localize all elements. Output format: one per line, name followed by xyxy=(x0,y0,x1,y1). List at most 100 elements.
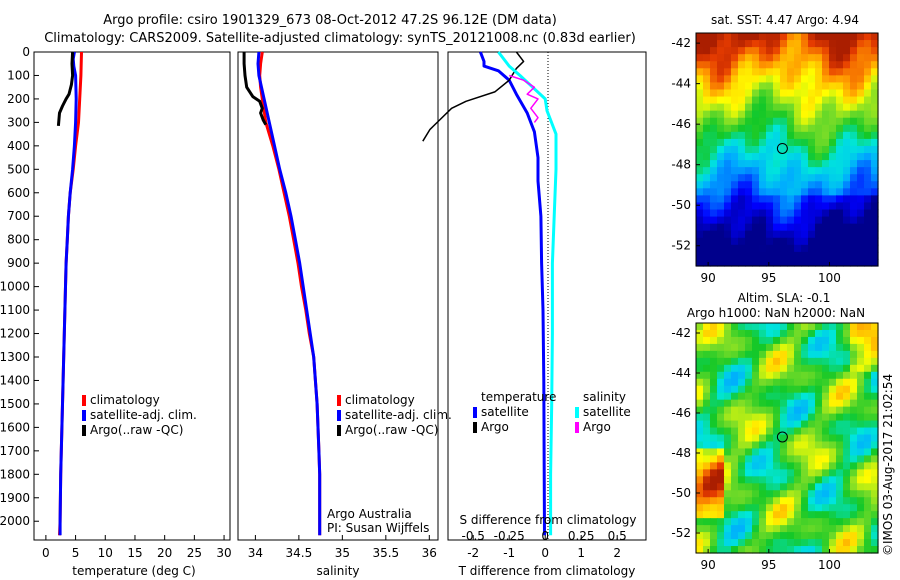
sla-cell xyxy=(745,490,753,498)
sst-cell xyxy=(850,61,858,69)
sla-cell xyxy=(836,385,844,394)
sst-cell xyxy=(787,124,795,133)
sst-cell xyxy=(759,82,767,91)
sla-cell xyxy=(717,371,725,380)
sst-cell xyxy=(801,103,809,112)
sla-cell xyxy=(717,364,725,373)
legend-label: satellite xyxy=(481,405,529,419)
sla-cell xyxy=(759,371,767,380)
sst-cell xyxy=(773,258,781,267)
sst-cell xyxy=(822,202,830,211)
sla-cell xyxy=(752,490,760,498)
sst-cell xyxy=(731,167,739,175)
sst-cell xyxy=(703,202,711,211)
sst-cell xyxy=(752,230,760,239)
sst-cell xyxy=(780,230,788,239)
sla-cell xyxy=(759,434,767,443)
sla-cell xyxy=(864,357,872,366)
sst-cell xyxy=(717,47,725,55)
sla-cell xyxy=(794,511,802,519)
sst-cell xyxy=(731,202,739,211)
sst-cell xyxy=(780,251,788,260)
sla-cell xyxy=(794,323,802,331)
sst-cell xyxy=(843,258,851,267)
sla-cell xyxy=(759,483,767,491)
sla-cell xyxy=(787,336,795,345)
sla-cell xyxy=(829,448,837,457)
sla-cell xyxy=(773,385,781,394)
sst-cell xyxy=(717,82,725,91)
sla-cell xyxy=(759,323,767,331)
sst-cell xyxy=(857,54,865,62)
sla-cell xyxy=(871,420,879,429)
sla-cell xyxy=(724,364,732,373)
sla-cell xyxy=(801,427,809,436)
sla-cell xyxy=(766,511,774,519)
sla-cell xyxy=(717,336,725,345)
sst-cell xyxy=(766,216,774,225)
sla-cell xyxy=(696,483,704,491)
sst-cell xyxy=(794,89,802,98)
sst-cell xyxy=(759,131,767,140)
sst-cell xyxy=(703,216,711,225)
sst-cell xyxy=(787,258,795,267)
sst-cell xyxy=(773,195,781,204)
sst-cell xyxy=(864,153,872,161)
sla-cell xyxy=(766,490,774,498)
sla-cell xyxy=(864,462,872,470)
salinity-tick-label: 35 xyxy=(335,546,350,560)
sst-cell xyxy=(843,209,851,218)
sla-cell xyxy=(738,511,746,519)
sst-cell xyxy=(724,40,732,48)
sla-cell xyxy=(773,350,781,359)
sst-cell xyxy=(710,216,718,225)
sla-cell xyxy=(745,392,753,401)
sst-cell xyxy=(808,202,816,211)
sla-cell xyxy=(773,434,781,443)
sla-cell xyxy=(752,364,760,373)
series-line-argo xyxy=(508,74,539,123)
sla-cell xyxy=(731,476,739,484)
sst-cell xyxy=(808,230,816,239)
sla-cell xyxy=(752,413,760,422)
sst-cell xyxy=(808,131,816,140)
sla-cell xyxy=(822,441,830,450)
salinity-tick-label: 35.5 xyxy=(372,546,399,560)
sla-cell xyxy=(857,532,865,540)
sst-cell xyxy=(766,209,774,218)
sst-cell xyxy=(857,131,865,140)
sst-cell xyxy=(857,47,865,55)
sla-cell xyxy=(787,364,795,373)
sst-cell xyxy=(738,47,746,55)
sla-cell xyxy=(836,546,844,554)
sst-cell xyxy=(759,251,767,260)
sst-cell xyxy=(801,202,809,211)
sla-cell xyxy=(780,385,788,394)
sst-cell xyxy=(843,251,851,260)
sla-cell xyxy=(850,364,858,373)
sla-cell xyxy=(731,511,739,519)
sla-cell xyxy=(871,518,879,526)
sla-cell xyxy=(738,483,746,491)
sst-cell xyxy=(724,124,732,133)
sla-cell xyxy=(745,504,753,512)
sla-cell xyxy=(780,490,788,498)
sst-cell xyxy=(822,258,830,267)
sst-cell xyxy=(829,237,837,246)
sst-cell xyxy=(801,131,809,140)
sst-cell xyxy=(829,68,837,76)
s-difference-tick-label: 0 xyxy=(541,529,549,543)
sst-cell xyxy=(808,103,816,112)
sst-cell xyxy=(731,237,739,246)
sla-cell xyxy=(724,378,732,387)
sla-cell xyxy=(780,539,788,547)
sst-cell xyxy=(850,160,858,168)
sla-cell xyxy=(787,378,795,387)
sla-cell xyxy=(759,420,767,429)
sst-cell xyxy=(857,209,865,218)
sst-cell xyxy=(836,174,844,182)
sst-cell xyxy=(836,181,844,189)
sla-cell xyxy=(871,323,879,331)
temperature-series xyxy=(56,51,83,536)
sst-cell xyxy=(696,216,704,225)
